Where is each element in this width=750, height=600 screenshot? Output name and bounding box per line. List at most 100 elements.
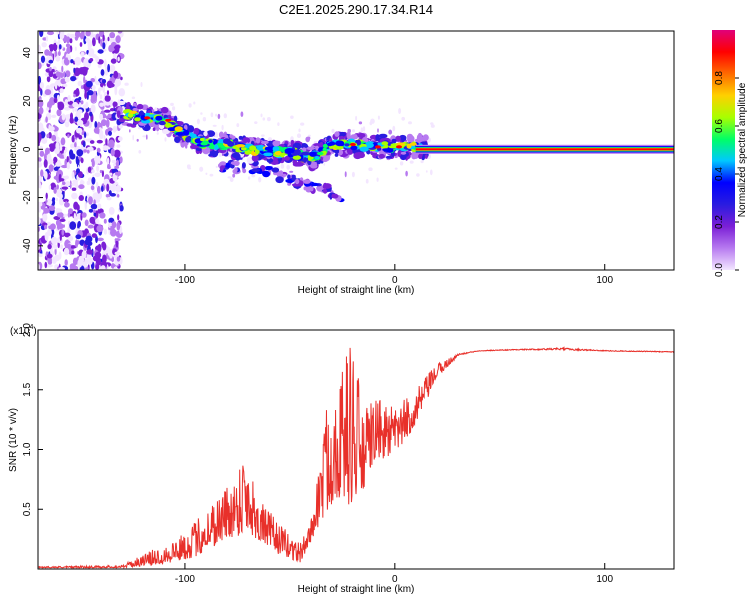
noise-cell: [55, 197, 59, 201]
noise-cell: [118, 88, 126, 97]
ridge-halo-cell: [242, 137, 251, 144]
ridge-halo-cell: [260, 140, 269, 145]
noise-cell: [96, 165, 100, 172]
noise-cell: [106, 90, 110, 95]
ridge-halo-cell: [235, 153, 241, 161]
speckle-cell: [399, 161, 404, 166]
speckle-cell: [232, 173, 236, 178]
speckle-cell: [215, 113, 218, 117]
noise-cell: [56, 184, 59, 190]
noise-cell: [106, 183, 110, 192]
ridge-halo-cell: [351, 134, 359, 140]
ridge-halo-cell: [290, 139, 295, 146]
noise-cell: [76, 119, 84, 127]
noise-cell: [75, 155, 79, 165]
ridge-core-cell: [208, 144, 216, 150]
ridge-core-cell: [406, 143, 412, 149]
noise-cell: [38, 216, 41, 226]
noise-cell: [105, 193, 111, 198]
noise-cell: [81, 250, 87, 259]
ridge-core-cell: [350, 145, 358, 151]
noise-cell: [91, 220, 96, 224]
noise-cell: [47, 31, 54, 36]
noise-cell: [67, 95, 71, 102]
colorbar-tick-label: 0.0: [714, 263, 725, 277]
ridge-core-cell: [134, 117, 141, 122]
ridge-halo-cell: [203, 131, 208, 137]
noise-cell: [70, 59, 74, 64]
noise-cell: [74, 56, 82, 66]
noise-cell: [115, 238, 119, 248]
speckle-cell: [137, 126, 141, 130]
ridge-halo-cell: [136, 103, 144, 110]
branch-cell: [331, 193, 339, 199]
noise-cell: [39, 31, 44, 37]
snr-y-label: SNR (10 * v/v): [8, 408, 19, 472]
noise-cell: [74, 46, 77, 51]
noise-cell: [89, 140, 95, 144]
speckle-cell: [368, 167, 373, 171]
speckle-cell: [236, 123, 240, 128]
branch-cell: [251, 168, 260, 173]
snr-x-tick-label: 100: [596, 574, 613, 585]
speckle-cell: [388, 129, 393, 135]
noise-cell: [106, 197, 112, 201]
noise-cell: [82, 141, 86, 148]
noise-cell: [48, 59, 54, 64]
noise-cell: [67, 235, 74, 242]
noise-cell: [48, 205, 56, 212]
speckle-cell: [362, 126, 366, 132]
ridge-halo-cell: [152, 127, 156, 131]
colorbar-ticks: 0.0 0.2 0.4 0.6 0.8: [714, 71, 739, 277]
colorbar-tick-label: 0.2: [714, 215, 725, 229]
speckle-cell: [355, 115, 358, 121]
noise-cell: [73, 67, 81, 77]
noise-cell: [42, 213, 48, 222]
spectrogram-x-label: Height of straight line (km): [298, 285, 415, 296]
noise-cell: [107, 63, 110, 73]
hotspot-cell: [165, 118, 172, 122]
noise-cell: [86, 249, 93, 255]
speckle-cell: [221, 124, 224, 131]
speckle-cell: [170, 102, 174, 106]
noise-cell: [71, 192, 78, 200]
noise-cell: [81, 212, 87, 218]
speckle-cell: [300, 122, 305, 126]
ridge-core-cell: [141, 119, 151, 124]
speckle-cell: [210, 112, 214, 118]
speckle-cell: [129, 129, 131, 133]
noise-cell: [115, 159, 120, 167]
noise-cell: [47, 228, 52, 236]
noise-cell: [94, 121, 98, 129]
noise-cell: [94, 172, 101, 178]
noise-cell: [49, 66, 52, 72]
noise-cell: [55, 161, 62, 167]
noise-cell: [100, 69, 105, 76]
noise-cell: [56, 31, 59, 36]
speckle-cell: [142, 135, 147, 138]
ridge-core-cell: [303, 157, 308, 163]
spectrogram-y-tick-label: 0: [22, 146, 33, 152]
noise-cell: [76, 127, 83, 134]
noise-cell: [117, 214, 120, 221]
noise-cell: [101, 170, 104, 178]
spectrogram-panel: -100 0 100 -40 -20 0 20 40 Height of straight l…: [8, 30, 675, 296]
noise-cell: [90, 203, 98, 210]
noise-cell: [51, 134, 57, 142]
colorbar-tick-label: 0.6: [714, 119, 725, 133]
ridge-core-cell: [182, 129, 190, 136]
snr-x-tick-label: -100: [175, 574, 195, 585]
ridge-core-cell: [359, 146, 369, 152]
ridge-core-cell: [291, 152, 299, 156]
ridge-halo-cell: [334, 149, 340, 154]
noise-cell: [65, 175, 69, 180]
noise-cell: [38, 253, 43, 258]
noise-cell: [54, 254, 61, 262]
noise-cell: [75, 234, 82, 240]
noise-cell: [115, 171, 119, 176]
ridge-core-cell: [127, 112, 134, 118]
speckle-cell: [200, 112, 203, 115]
speckle-cell: [289, 170, 294, 173]
noise-cell: [38, 106, 44, 115]
noise-cell: [106, 157, 110, 166]
